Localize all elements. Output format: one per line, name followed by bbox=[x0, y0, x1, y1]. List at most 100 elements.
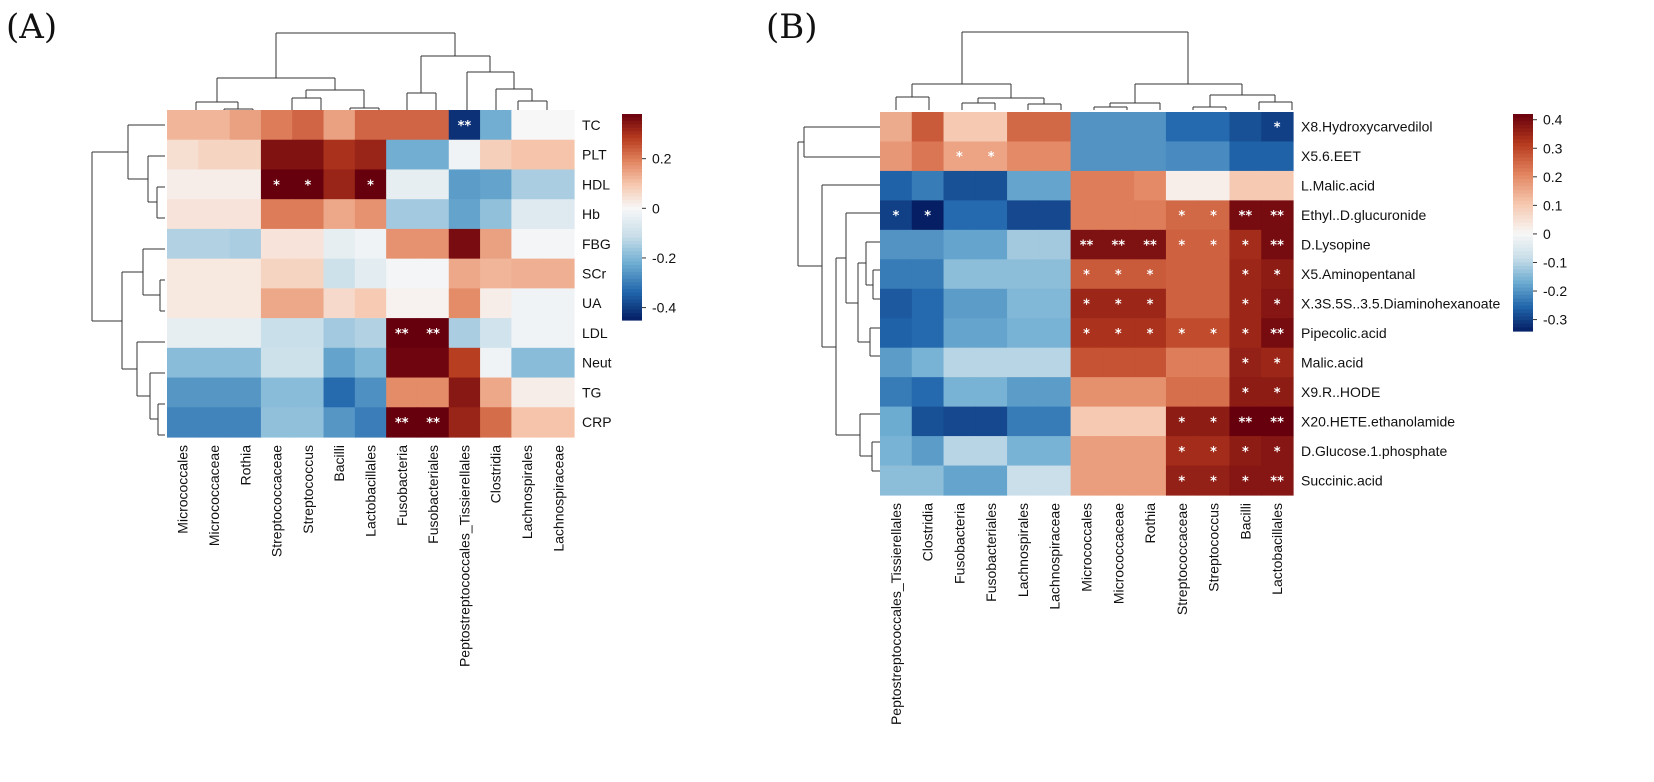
heatmap-cell-ua-lactobacillales bbox=[354, 288, 387, 319]
heatmap-cell-x8-hydroxycarvedilol-peptostreptococcales-tissierellales bbox=[880, 112, 913, 143]
heatmap-cell-neut-lachnospiraceae bbox=[542, 347, 575, 379]
heatmap-cell-ua-micrococcales bbox=[167, 288, 199, 319]
heatmap-cell-x9-r-hode-lachnospirales bbox=[1007, 377, 1040, 408]
heatmap-cell-d-lysopine-streptococcus bbox=[1197, 229, 1231, 260]
heatmap-cell-ua-streptococcaceae bbox=[260, 288, 293, 319]
heatmap-cell-x20-hete-ethanolamide-micrococcales bbox=[1070, 406, 1103, 437]
legend-gradient-segment bbox=[622, 247, 642, 252]
heatmap-cell-x8-hydroxycarvedilol-lachnospirales bbox=[1007, 112, 1040, 143]
panel-b-row-dendrogram bbox=[797, 126, 880, 472]
col-label-streptococcaceae: Streptococcaceae bbox=[269, 445, 285, 557]
legend-gradient-segment bbox=[622, 313, 642, 318]
heatmap-cell-crp-streptococcus bbox=[292, 407, 325, 438]
significance-marker: * bbox=[1242, 356, 1249, 371]
legend-tick-label: -0.4 bbox=[652, 300, 676, 316]
heatmap-cell-ethyl-d-glucuronide-micrococcales bbox=[1070, 200, 1103, 231]
heatmap-cell-x5-6-eet-clostridia bbox=[911, 141, 945, 172]
heatmap-cell-malic-acid-lactobacillales bbox=[1261, 347, 1294, 378]
row-label-d-lysopine: D.Lysopine bbox=[1301, 237, 1371, 253]
col-label-bacilli: Bacilli bbox=[331, 445, 347, 482]
legend-gradient-segment bbox=[622, 244, 642, 249]
heatmap-cell-neut-fusobacteria bbox=[386, 347, 419, 379]
legend-gradient-segment bbox=[622, 285, 642, 290]
heatmap-cell-hb-fusobacteriales bbox=[417, 199, 450, 230]
significance-marker: * bbox=[1115, 327, 1122, 342]
heatmap-cell-x5-aminopentanal-fusobacteria bbox=[943, 259, 976, 290]
heatmap-cell-tg-streptococcaceae bbox=[260, 377, 293, 408]
legend-gradient-segment bbox=[622, 141, 642, 146]
legend-gradient-segment bbox=[622, 302, 642, 307]
heatmap-cell-x-3s-5s-3-5-diaminohexanoate-rothia bbox=[1134, 288, 1167, 319]
heatmap-cell-l-malic-acid-clostridia bbox=[911, 170, 945, 201]
significance-marker: * bbox=[1274, 268, 1281, 283]
heatmap-cell-x5-6-eet-fusobacteriales bbox=[975, 141, 1008, 172]
heatmap-cell-x-3s-5s-3-5-diaminohexanoate-lachnospiraceae bbox=[1038, 288, 1072, 319]
heatmap-cell-crp-micrococcaceae bbox=[198, 407, 231, 438]
heatmap-cell-pipecolic-acid-lachnospirales bbox=[1007, 318, 1040, 349]
heatmap-cell-crp-lactobacillales bbox=[354, 407, 387, 438]
heatmap-cell-scr-clostridia bbox=[480, 258, 512, 289]
heatmap-cell-pipecolic-acid-lactobacillales bbox=[1261, 318, 1294, 349]
legend-gradient-segment bbox=[622, 223, 642, 228]
significance-marker: * bbox=[1274, 121, 1281, 136]
heatmap-cell-plt-clostridia bbox=[480, 139, 512, 171]
legend-tick-label: 0 bbox=[1543, 226, 1551, 242]
row-label-neut: Neut bbox=[582, 355, 612, 371]
legend-tick-label: 0.3 bbox=[1543, 140, 1563, 156]
heatmap-cell-hb-peptostreptococcales-tissierellales bbox=[448, 199, 481, 230]
heatmap-cell-malic-acid-clostridia bbox=[911, 347, 945, 378]
legend-gradient-segment bbox=[622, 175, 642, 180]
significance-marker: * bbox=[1242, 445, 1249, 460]
heatmap-cell-fbg-micrococcales bbox=[167, 228, 199, 260]
heatmap-cell-x5-6-eet-lachnospirales bbox=[1007, 141, 1040, 172]
heatmap-cell-succinic-acid-fusobacteria bbox=[943, 465, 976, 496]
significance-marker: ** bbox=[1270, 209, 1284, 224]
legend-gradient-segment bbox=[1513, 273, 1533, 278]
legend-gradient-segment bbox=[622, 271, 642, 276]
heatmap-cell-x9-r-hode-fusobacteria bbox=[943, 377, 976, 408]
heatmap-cell-x-3s-5s-3-5-diaminohexanoate-bacilli bbox=[1229, 288, 1262, 319]
legend-gradient-segment bbox=[1513, 215, 1533, 220]
heatmap-cell-scr-lactobacillales bbox=[354, 258, 387, 289]
legend-gradient-segment bbox=[622, 155, 642, 160]
legend-gradient-segment bbox=[1513, 121, 1533, 126]
legend-gradient-segment bbox=[1513, 114, 1533, 119]
heatmap-cell-tc-lachnospirales bbox=[511, 110, 544, 141]
heatmap-cell-neut-fusobacteriales bbox=[417, 347, 450, 379]
legend-gradient-segment bbox=[622, 114, 642, 119]
heatmap-cell-neut-streptococcus bbox=[292, 347, 325, 379]
legend-gradient-segment bbox=[622, 258, 642, 263]
col-label-fusobacteriales: Fusobacteriales bbox=[425, 445, 441, 544]
panel-b-label: (B) bbox=[766, 7, 818, 47]
significance-marker: * bbox=[1210, 474, 1217, 489]
significance-marker: ** bbox=[1270, 474, 1284, 489]
significance-marker: * bbox=[1147, 327, 1154, 342]
significance-marker: * bbox=[1210, 327, 1217, 342]
legend-gradient-segment bbox=[1513, 150, 1533, 155]
significance-marker: ** bbox=[395, 327, 409, 342]
row-label-plt: PLT bbox=[582, 147, 607, 163]
heatmap-cell-l-malic-acid-lactobacillales bbox=[1261, 170, 1294, 201]
heatmap-cell-hdl-lachnospiraceae bbox=[542, 169, 575, 200]
significance-marker: * bbox=[273, 178, 280, 193]
significance-marker: * bbox=[1147, 298, 1154, 313]
heatmap-cell-x5-aminopentanal-lachnospirales bbox=[1007, 259, 1040, 290]
legend-gradient-segment bbox=[622, 179, 642, 184]
legend-gradient-segment bbox=[1513, 233, 1533, 238]
heatmap-cell-plt-fusobacteria bbox=[386, 139, 419, 171]
heatmap-cell-neut-peptostreptococcales-tissierellales bbox=[448, 347, 481, 379]
heatmap-cell-tg-lachnospiraceae bbox=[542, 377, 575, 408]
heatmap-cell-hb-micrococcales bbox=[167, 199, 199, 230]
legend-gradient-segment bbox=[1513, 283, 1533, 289]
heatmap-cell-x8-hydroxycarvedilol-clostridia bbox=[911, 112, 945, 143]
legend-gradient-segment bbox=[622, 134, 642, 139]
heatmap-cell-pipecolic-acid-streptococcaceae bbox=[1165, 318, 1199, 349]
col-label-fusobacteria: Fusobacteria bbox=[394, 445, 410, 526]
legend-gradient-segment bbox=[622, 192, 642, 197]
heatmap-cell-d-glucose-1-phosphate-fusobacteriales bbox=[975, 436, 1008, 467]
heatmap-cell-hb-bacilli bbox=[323, 199, 356, 230]
heatmap-cell-x8-hydroxycarvedilol-streptococcaceae bbox=[1165, 112, 1199, 143]
col-label-micrococcales: Micrococcales bbox=[1079, 503, 1095, 592]
heatmap-cell-neut-streptococcaceae bbox=[260, 347, 293, 379]
significance-marker: * bbox=[1210, 239, 1217, 254]
